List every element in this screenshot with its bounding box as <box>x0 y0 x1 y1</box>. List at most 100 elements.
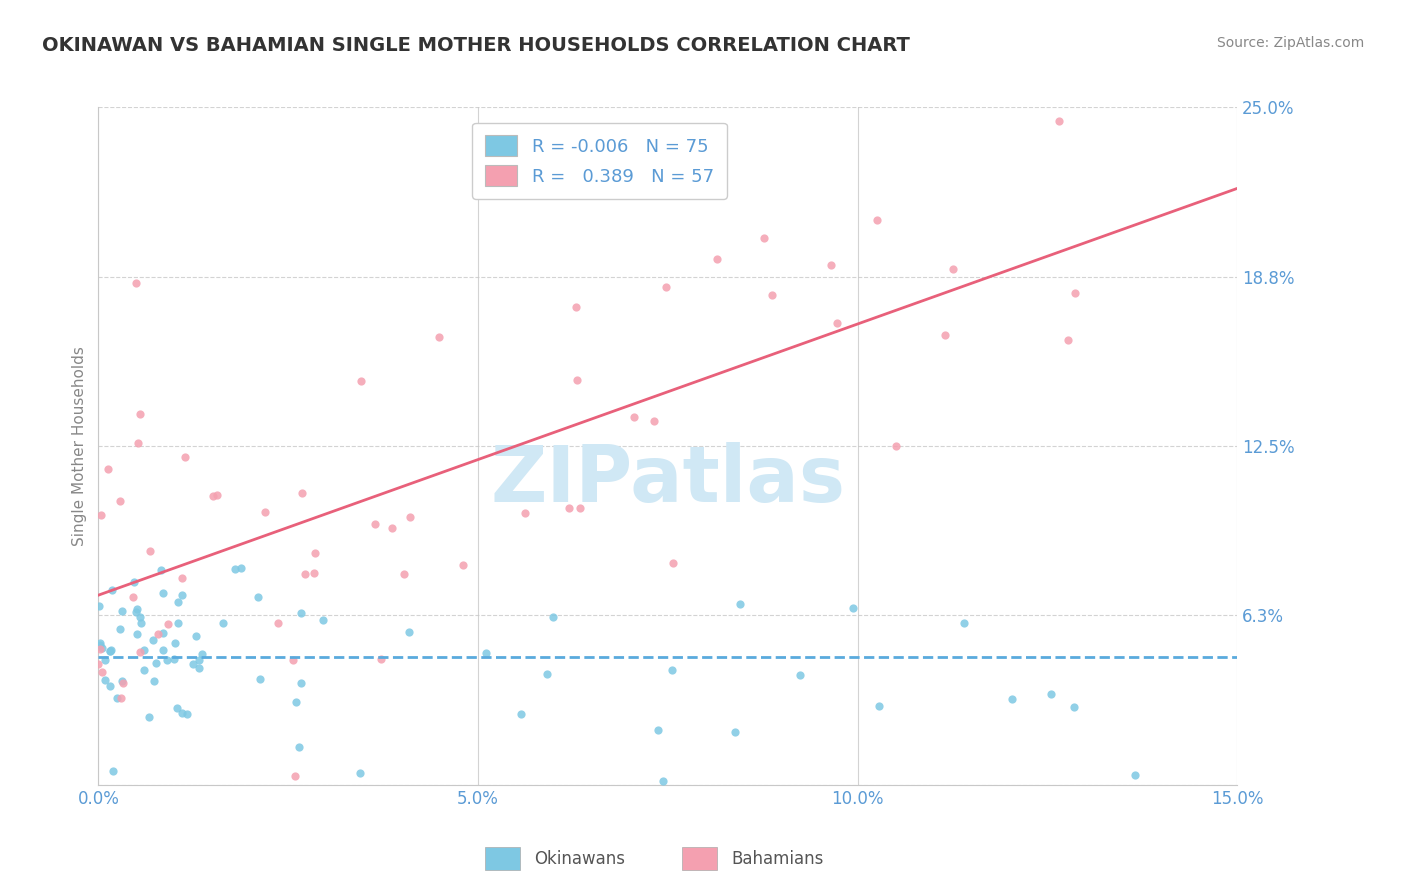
Point <box>90 665 112 680</box>
Point <box>89 641 111 656</box>
Point <box>142 674 165 689</box>
Point <box>167 616 190 631</box>
Point <box>191 648 214 662</box>
Point <box>451 558 474 572</box>
Point <box>142 633 165 648</box>
Point <box>87 599 110 613</box>
Point <box>212 615 235 630</box>
Point <box>427 330 450 344</box>
Point <box>866 213 889 227</box>
Point <box>101 582 124 597</box>
Point <box>111 604 134 618</box>
Point <box>474 647 496 661</box>
Text: Source: ZipAtlas.com: Source: ZipAtlas.com <box>1216 36 1364 50</box>
Point <box>510 706 533 721</box>
Point <box>1047 113 1070 128</box>
Point <box>536 666 558 681</box>
Point <box>125 602 148 616</box>
Point <box>304 546 326 560</box>
Point <box>398 625 420 640</box>
Point <box>138 709 160 723</box>
Point <box>98 644 121 658</box>
Point <box>139 544 162 558</box>
Point <box>884 439 907 453</box>
Point <box>381 521 404 535</box>
Point <box>647 723 669 737</box>
Point <box>1063 700 1085 714</box>
Point <box>281 653 304 667</box>
Point <box>176 706 198 721</box>
Point <box>170 588 193 602</box>
Point <box>122 574 145 589</box>
Point <box>134 663 156 677</box>
Point <box>569 501 592 516</box>
Point <box>186 628 208 642</box>
Point <box>724 725 747 739</box>
Point <box>1057 333 1080 347</box>
Point <box>132 643 155 657</box>
Point <box>112 676 135 690</box>
Point <box>90 641 112 656</box>
Point <box>188 661 211 675</box>
Point <box>108 622 131 636</box>
Point <box>162 652 184 666</box>
Point <box>513 506 536 520</box>
Point <box>129 616 152 631</box>
Point <box>249 672 271 686</box>
Point <box>541 610 564 624</box>
Point <box>93 653 115 667</box>
Point <box>89 636 111 650</box>
Point <box>1123 768 1146 782</box>
Point <box>125 605 148 619</box>
Point <box>110 493 132 508</box>
Point <box>128 610 150 624</box>
Point <box>623 409 645 424</box>
Point <box>156 653 179 667</box>
Point <box>145 656 167 670</box>
Legend: R = -0.006   N = 75, R =   0.389   N = 57: R = -0.006 N = 75, R = 0.389 N = 57 <box>472 123 727 199</box>
Point <box>129 407 152 421</box>
Point <box>349 765 371 780</box>
Point <box>157 617 180 632</box>
Point <box>103 764 125 778</box>
Point <box>652 773 675 788</box>
Point <box>148 627 170 641</box>
Point <box>98 644 121 658</box>
Point <box>174 450 197 465</box>
Point <box>129 645 152 659</box>
Point <box>166 595 188 609</box>
Point <box>565 300 588 314</box>
Point <box>166 701 188 715</box>
Point <box>842 601 865 615</box>
Point <box>399 510 422 524</box>
Point <box>558 500 581 515</box>
Point <box>207 488 229 502</box>
Point <box>125 626 148 640</box>
Point <box>294 567 316 582</box>
Point <box>152 626 174 640</box>
Point <box>820 258 842 272</box>
Point <box>706 252 728 267</box>
Point <box>202 489 225 503</box>
Point <box>392 566 415 581</box>
Point <box>761 288 783 302</box>
Point <box>311 613 333 627</box>
Point <box>291 486 314 500</box>
Point <box>290 676 312 690</box>
Point <box>97 461 120 475</box>
Point <box>1001 691 1024 706</box>
Point <box>350 374 373 388</box>
Text: Okinawans: Okinawans <box>534 849 626 868</box>
Point <box>89 638 111 652</box>
Point <box>868 699 890 714</box>
Point <box>825 316 848 330</box>
Point <box>254 504 277 518</box>
Point <box>170 571 193 585</box>
Point <box>122 591 145 605</box>
Point <box>304 566 326 580</box>
Point <box>224 562 246 576</box>
Point <box>284 769 307 783</box>
Text: ZIPatlas: ZIPatlas <box>491 442 845 518</box>
Point <box>94 673 117 687</box>
Point <box>172 706 194 720</box>
